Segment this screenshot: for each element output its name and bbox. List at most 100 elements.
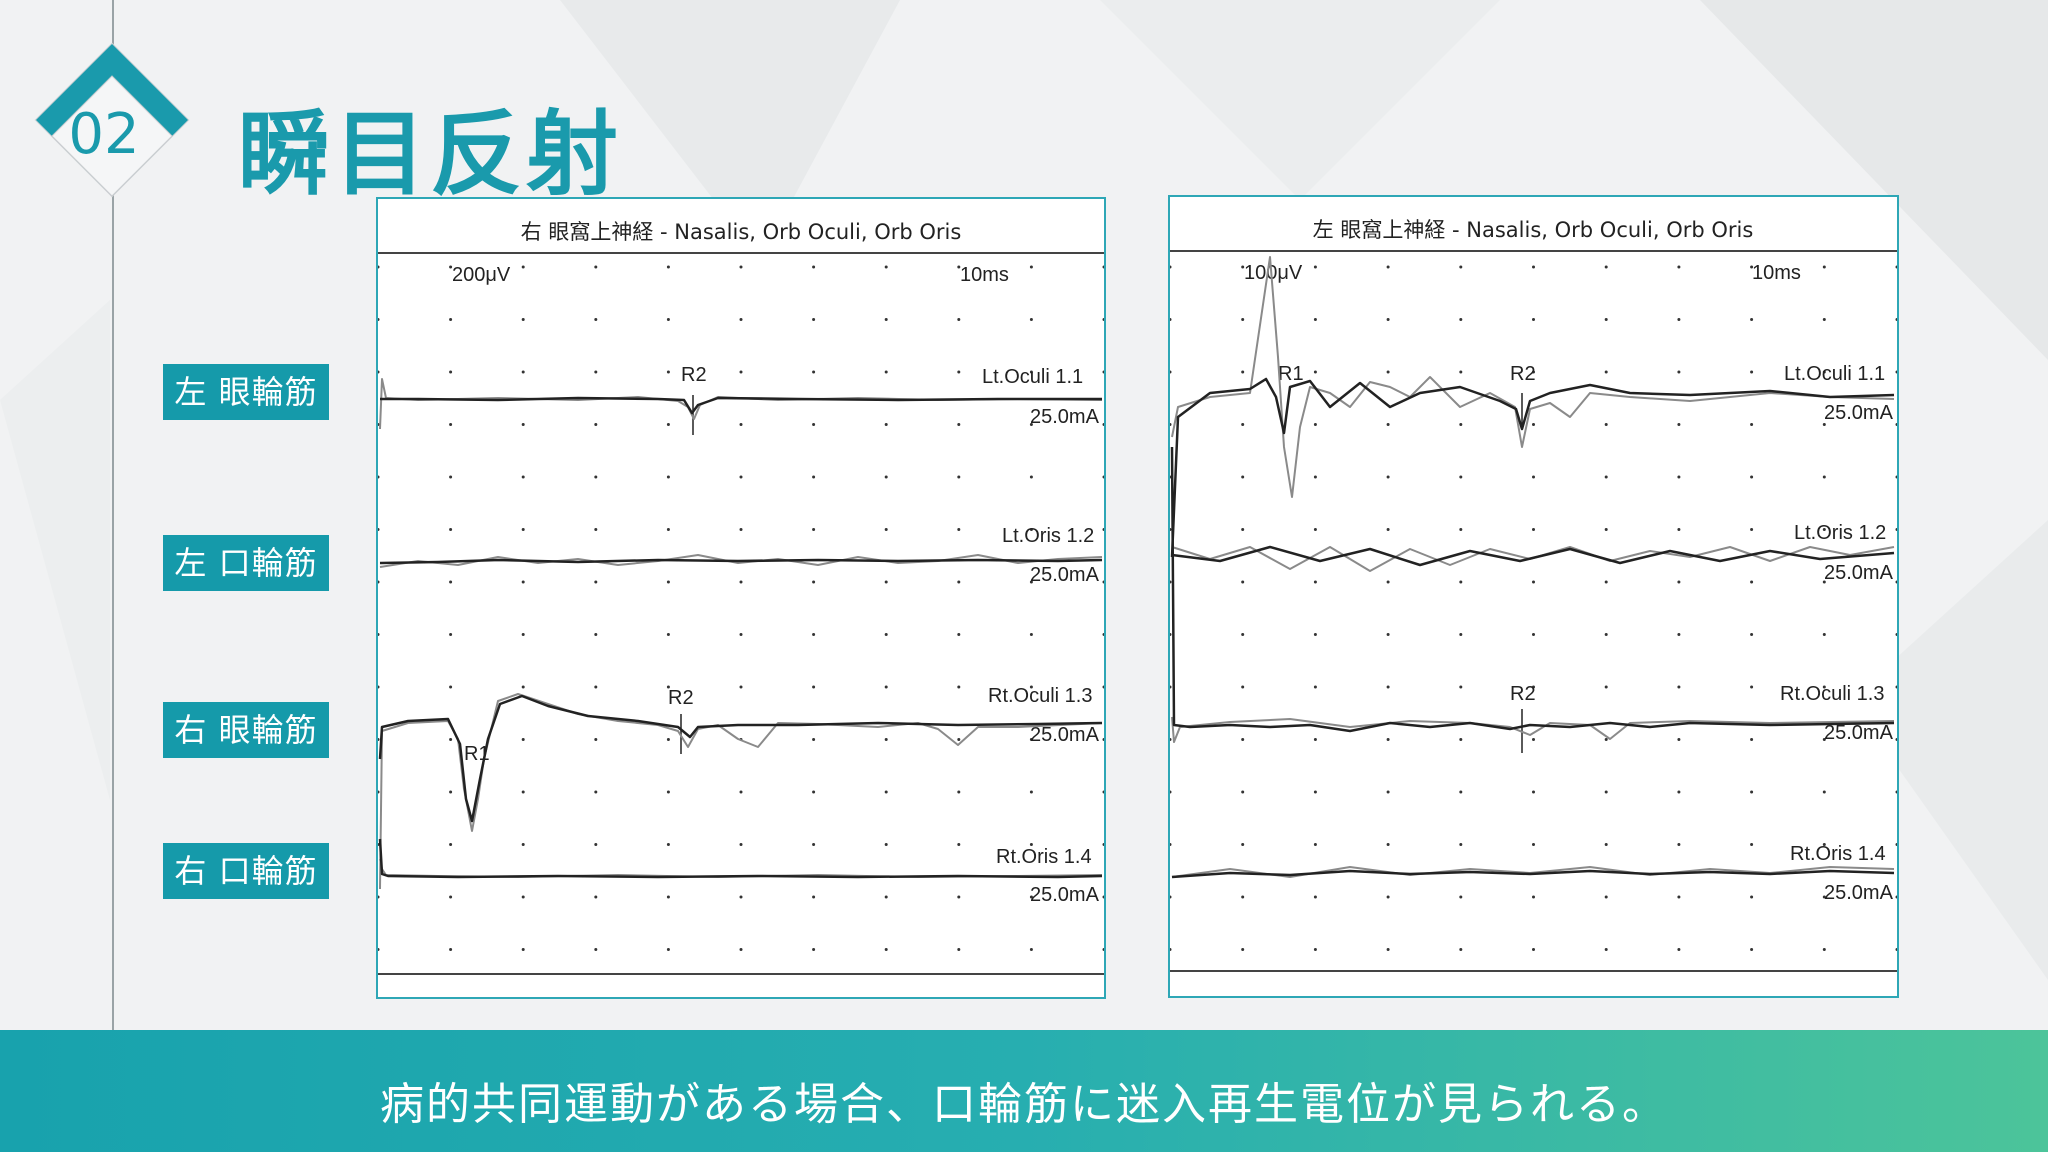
grid-dot xyxy=(1532,895,1535,899)
grid-dot xyxy=(449,685,453,689)
grid-dot xyxy=(812,528,816,531)
grid-dot xyxy=(1677,633,1681,636)
trace-rt-oculi xyxy=(1170,446,1895,733)
grid-dot xyxy=(1459,633,1463,636)
grid-dot xyxy=(449,948,453,951)
grid-dot xyxy=(1386,423,1390,426)
grid-dot xyxy=(1532,843,1535,846)
grid-dot xyxy=(521,580,525,584)
grid-dot xyxy=(1241,790,1245,794)
grid-dot xyxy=(884,318,888,321)
grid-dot xyxy=(449,790,453,794)
grid-dot xyxy=(884,738,888,741)
grid-dot xyxy=(521,370,525,374)
grid-dot xyxy=(666,475,670,479)
grid-dot xyxy=(1604,475,1608,479)
grid-dot xyxy=(1170,633,1172,636)
grid-dot xyxy=(594,265,598,269)
grid-dot xyxy=(521,685,525,689)
grid-dot xyxy=(1102,370,1104,374)
grid-dot xyxy=(1604,685,1608,689)
grid-dot xyxy=(1029,370,1033,374)
row-label-left-orbicularis-oris: 左 口輪筋 xyxy=(163,535,329,591)
grid-dot xyxy=(1532,475,1535,479)
grid-dot xyxy=(521,633,525,636)
grid-dot xyxy=(1386,843,1390,846)
grid-dot xyxy=(812,633,816,636)
grid-dot xyxy=(812,318,816,321)
grid-dot xyxy=(521,318,525,321)
grid-dot xyxy=(594,633,598,636)
grid-dot xyxy=(739,843,743,846)
grid-dot xyxy=(1102,895,1104,899)
r2-marker-label: R2 xyxy=(681,364,707,386)
channel-name: 25.0mA xyxy=(1030,724,1100,746)
grid-dot xyxy=(1750,423,1754,426)
grid-dot xyxy=(666,265,670,269)
grid-dot xyxy=(378,738,380,741)
grid-dot xyxy=(884,843,888,846)
channel-current: 25.0mA xyxy=(1030,564,1100,586)
grid-dot xyxy=(1750,318,1754,321)
grid-dot xyxy=(1386,528,1390,531)
trace-rt-oculi-gray xyxy=(1171,716,1895,743)
grid-dot xyxy=(1604,423,1608,426)
grid-dot xyxy=(1170,948,1172,951)
grid-dot xyxy=(1895,265,1897,269)
grid-dot xyxy=(1677,475,1681,479)
grid-dot xyxy=(739,528,743,531)
grid-dot xyxy=(1313,738,1317,741)
grid-dot xyxy=(1677,528,1681,531)
trace-rt-oris xyxy=(1171,869,1895,879)
grid-dot xyxy=(812,685,816,689)
grid-dot xyxy=(1459,528,1463,531)
grid-dot xyxy=(1604,738,1608,741)
grid-dot xyxy=(1822,895,1826,899)
grid-dot xyxy=(1750,370,1754,374)
traces xyxy=(378,378,1103,890)
grid-dot xyxy=(1313,265,1317,269)
grid-dot xyxy=(1532,948,1535,951)
grid-dot xyxy=(378,318,380,321)
vertical-divider xyxy=(112,0,114,1030)
grid-dot xyxy=(1750,895,1754,899)
grid-dot xyxy=(957,738,961,741)
grid-dot xyxy=(1822,633,1826,636)
grid-dot xyxy=(812,423,816,426)
grid-dot xyxy=(1459,738,1463,741)
section-number: 02 xyxy=(68,102,140,167)
grid-dot xyxy=(812,265,816,269)
grid-dot xyxy=(1241,475,1245,479)
grid-dot xyxy=(449,895,453,899)
grid-dot xyxy=(812,948,816,951)
grid-dot xyxy=(1532,528,1535,531)
dot-grid xyxy=(1170,265,1897,951)
grid-dot xyxy=(1170,738,1172,741)
grid-dot xyxy=(884,265,888,269)
grid-dot xyxy=(1822,370,1826,374)
r2-marker-label: R2 xyxy=(1510,683,1536,705)
channel-current: 25.0mA xyxy=(1824,562,1894,584)
grid-dot xyxy=(1102,423,1104,426)
grid-dot xyxy=(1532,423,1535,426)
grid-dot xyxy=(1459,580,1463,584)
emg-panel-left-nerve: 左 眼窩上神経 - Nasalis, Orb Oculi, Orb Oris 1… xyxy=(1168,195,1899,998)
grid-dot xyxy=(1386,580,1390,584)
grid-dot xyxy=(1822,528,1826,531)
grid-dot xyxy=(449,370,453,374)
r2-marker-label: R2 xyxy=(1510,363,1536,385)
grid-dot xyxy=(739,318,743,321)
grid-dot xyxy=(1170,528,1172,531)
grid-dot xyxy=(884,423,888,426)
grid-dot xyxy=(378,370,380,374)
grid-dot xyxy=(449,265,453,269)
grid-dot xyxy=(1822,580,1826,584)
grid-dot xyxy=(1750,580,1754,584)
grid-dot xyxy=(1102,475,1104,479)
grid-dot xyxy=(1102,948,1104,951)
grid-dot xyxy=(1241,895,1245,899)
grid-dot xyxy=(957,528,961,531)
grid-dot xyxy=(1313,423,1317,426)
grid-dot xyxy=(1677,580,1681,584)
grid-dot xyxy=(957,580,961,584)
